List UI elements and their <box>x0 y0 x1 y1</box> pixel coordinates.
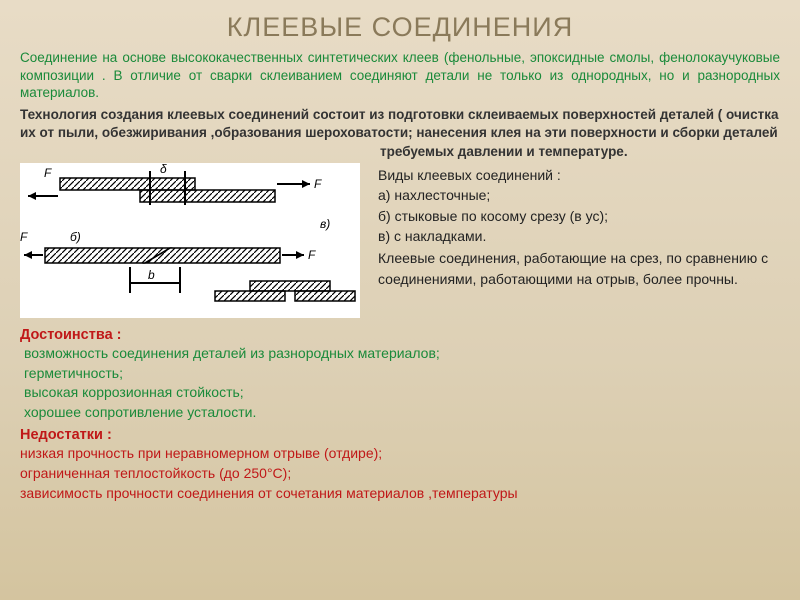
variant-b-label: б) <box>70 230 81 244</box>
merits-section: Достоинства : возможность соединения дет… <box>20 326 780 422</box>
slide-title: КЛЕЕВЫЕ СОЕДИНЕНИЯ <box>20 12 780 43</box>
variant-v-label: в) <box>320 217 330 231</box>
merit-item: хорошее сопротивление усталости. <box>24 403 780 423</box>
joint-diagram: F F δ F F b б) <box>20 163 360 318</box>
tech-text: Технология создания клеевых соединений с… <box>20 106 780 142</box>
svg-text:b: b <box>148 268 155 282</box>
shear-note: Клеевые соединения, работающие на срез, … <box>378 248 780 289</box>
flaw-item: низкая прочность при неравномерном отрыв… <box>20 444 780 464</box>
flaws-section: Недостатки : низкая прочность при неравн… <box>20 426 780 503</box>
flaws-label: Недостатки <box>20 427 103 443</box>
flaw-item: зависимость прочности соединения от соче… <box>20 484 780 504</box>
merit-item: возможность соединения деталей из разнор… <box>24 344 780 364</box>
types-header: Виды клеевых соединений : <box>378 165 780 185</box>
type-b: б) стыковые по косому срезу (в ус); <box>378 206 780 226</box>
force-label-2: F <box>314 177 322 191</box>
merit-item: герметичность; <box>24 364 780 384</box>
merits-label: Достоинства <box>20 327 113 343</box>
merit-item: высокая коррозионная стойкость; <box>24 383 780 403</box>
force-label-4: F <box>308 248 316 262</box>
force-label-3: F <box>20 230 28 244</box>
type-a: а) нахлесточные; <box>378 185 780 205</box>
force-label-1: F <box>44 166 52 180</box>
type-c: в) с накладками. <box>378 226 780 246</box>
flaw-item: ограниченная теплостойкость (до 250°С); <box>20 464 780 484</box>
intro-text: Соединение на основе высококачественных … <box>20 49 780 102</box>
types-block: Виды клеевых соединений : а) нахлесточны… <box>378 163 780 318</box>
svg-text:δ: δ <box>160 163 167 176</box>
tech-cont: требуемых давлении и температуре. <box>380 144 780 159</box>
